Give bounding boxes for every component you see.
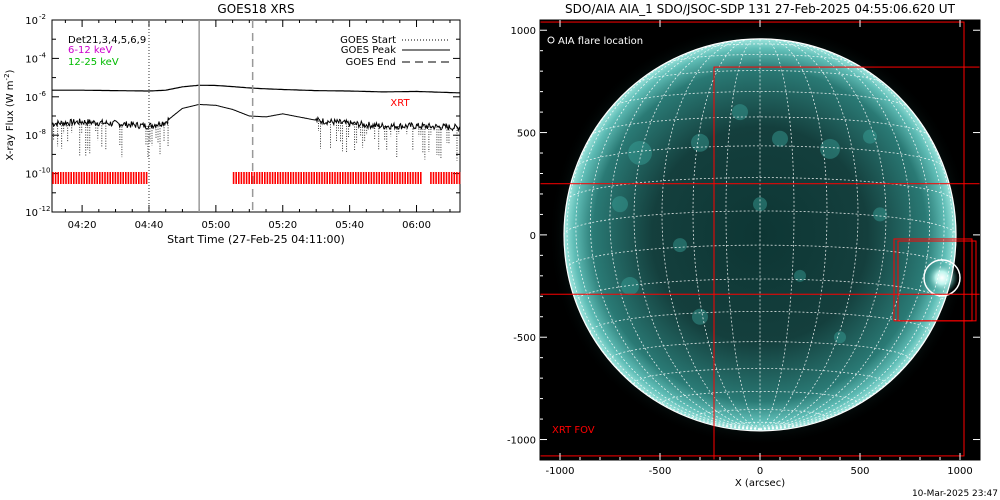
footer-date: 10-Mar-2025 23:47 bbox=[912, 489, 998, 499]
goes-ytick-exp: -8 bbox=[39, 128, 46, 136]
xrt-fov-box bbox=[540, 183, 980, 295]
longitude-line bbox=[633, 40, 761, 430]
active-region bbox=[673, 238, 687, 253]
active-region bbox=[732, 104, 748, 121]
longitude-line bbox=[759, 41, 911, 430]
goes-ytick-label: 10 bbox=[25, 54, 38, 65]
aia-xtick-label: -500 bbox=[649, 466, 672, 477]
goes-noise-spikes bbox=[53, 119, 458, 161]
longitude-line bbox=[759, 43, 931, 430]
active-region bbox=[772, 130, 788, 147]
goes-xtick-label: 05:20 bbox=[268, 220, 297, 231]
longitude-line bbox=[566, 74, 761, 430]
xrt-coverage-bars bbox=[52, 172, 461, 184]
xrt-fov-box bbox=[897, 240, 977, 322]
xrt-fov-label: XRT FOV bbox=[552, 425, 595, 436]
longitude-line bbox=[589, 43, 761, 430]
flare-legend-label: AIA flare location bbox=[558, 36, 643, 47]
det-label: Det21,3,4,5,6,9 bbox=[68, 35, 146, 46]
flare-location-marker bbox=[923, 259, 961, 297]
goes-long-channel-series bbox=[52, 84, 461, 94]
active-region bbox=[692, 308, 708, 325]
active-region bbox=[621, 277, 639, 296]
goes-y-axis-label: X-ray Flux (W m-2) bbox=[3, 69, 16, 160]
goes-xtick-label: 05:40 bbox=[335, 220, 364, 231]
goes-ylabel-close: ) bbox=[5, 69, 16, 73]
latitude-line bbox=[635, 70, 885, 84]
goes-ytick-exp: -4 bbox=[39, 51, 47, 59]
aia-ytick-label: 1000 bbox=[511, 26, 536, 37]
active-region bbox=[873, 207, 887, 222]
goes-xtick-label: 06:00 bbox=[402, 220, 431, 231]
latitude-line bbox=[590, 116, 930, 136]
longitude-line bbox=[759, 39, 859, 430]
active-region bbox=[612, 196, 628, 213]
legend-goes-end: GOES End bbox=[346, 57, 396, 68]
goes-xtick-label: 04:20 bbox=[68, 220, 97, 231]
goes-ylabel-sup: -2 bbox=[3, 73, 11, 80]
active-region bbox=[834, 331, 846, 344]
longitude-line bbox=[759, 74, 954, 430]
aia-x-axis-label: X (arcsec) bbox=[735, 478, 785, 489]
longitude-line bbox=[759, 40, 887, 430]
band-12-25-label: 12-25 keV bbox=[68, 57, 119, 68]
band-6-12-label: 6-12 keV bbox=[68, 45, 112, 56]
xrt-label: XRT bbox=[390, 98, 410, 109]
longitude-line bbox=[759, 38, 795, 430]
latitude-line bbox=[610, 91, 910, 109]
longitude-line bbox=[661, 39, 761, 430]
aia-ytick-label: -1000 bbox=[507, 436, 536, 447]
longitude-line bbox=[563, 234, 761, 430]
latitude-line bbox=[692, 409, 828, 418]
goes-title: GOES18 XRS bbox=[217, 2, 294, 16]
sun-disk bbox=[564, 38, 956, 431]
goes-ytick-label: 10 bbox=[25, 131, 38, 142]
aia-ytick-label: 0 bbox=[530, 231, 536, 242]
aia-xtick-label: 1000 bbox=[947, 466, 972, 477]
active-region bbox=[863, 129, 877, 144]
goes-ytick-label: 10 bbox=[25, 93, 38, 104]
solar-limb bbox=[563, 38, 957, 432]
active-region bbox=[794, 269, 806, 282]
latitude-line bbox=[563, 210, 957, 235]
goes-xtick-label: 05:00 bbox=[201, 220, 230, 231]
goes-ytick-label: 10 bbox=[25, 208, 38, 219]
goes-ytick-exp: -6 bbox=[39, 90, 47, 98]
longitude-line bbox=[609, 41, 761, 430]
goes-ytick-exp: -2 bbox=[39, 13, 46, 21]
aia-ytick-label: -500 bbox=[513, 333, 536, 344]
goes-x-axis-label: Start Time (27-Feb-25 04:11:00) bbox=[167, 233, 345, 246]
latitude-line bbox=[609, 341, 911, 360]
aia-ytick-label: 500 bbox=[517, 129, 536, 140]
aia-title: SDO/AIA AIA_1 SDO/JSOC-SDP 131 27-Feb-20… bbox=[565, 2, 956, 16]
active-region bbox=[628, 141, 652, 166]
goes-ylabel-main: X-ray Flux (W m bbox=[5, 80, 16, 160]
longitude-line bbox=[725, 38, 761, 430]
goes-ytick-label: 10 bbox=[25, 16, 38, 27]
goes-ytick-exp: -10 bbox=[39, 167, 50, 175]
goes-ytick-label: 10 bbox=[25, 170, 38, 181]
aia-xtick-label: 0 bbox=[757, 466, 763, 477]
flare-brightening bbox=[926, 261, 958, 294]
legend-goes-peak: GOES Peak bbox=[341, 45, 396, 56]
flare-legend-symbol bbox=[547, 36, 555, 44]
aia-xtick-label: -1000 bbox=[545, 466, 574, 477]
aia-image-chart: SDO/AIA AIA_1 SDO/JSOC-SDP 131 27-Feb-20… bbox=[507, 2, 998, 499]
goes-ytick-exp: -12 bbox=[39, 205, 50, 213]
goes-xtick-label: 04:40 bbox=[135, 220, 164, 231]
active-region bbox=[820, 138, 840, 159]
legend-goes-start: GOES Start bbox=[340, 35, 396, 46]
active-region bbox=[691, 133, 709, 152]
aia-image-layer bbox=[540, 21, 980, 460]
aia-xtick-label: 500 bbox=[850, 466, 869, 477]
latitude-line bbox=[566, 177, 954, 201]
xrt-fov-box bbox=[713, 66, 980, 460]
longitude-line bbox=[759, 234, 957, 430]
